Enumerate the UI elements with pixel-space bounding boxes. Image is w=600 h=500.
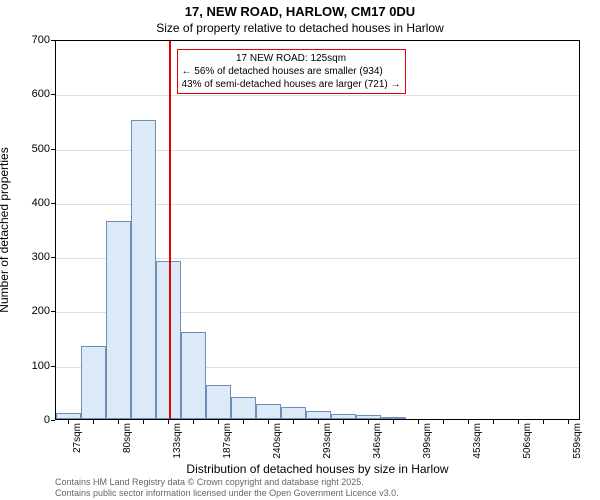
x-tick-mark [543,420,544,424]
x-tick-mark [343,420,344,424]
attribution: Contains HM Land Registry data © Crown c… [55,477,399,498]
x-tick-mark [218,420,219,424]
annotation-line-2: ← 56% of detached houses are smaller (93… [182,65,401,78]
x-tick-mark [243,420,244,424]
x-tick-mark [118,420,119,424]
x-tick-mark [568,420,569,424]
chart-container: 17, NEW ROAD, HARLOW, CM17 0DU Size of p… [0,0,600,500]
x-tick-mark [318,420,319,424]
histogram-bar [206,385,231,419]
x-tick-label: 240sqm [272,423,283,459]
x-tick-label: 187sqm [222,423,233,459]
y-tick-label: 0 [20,414,50,426]
x-tick-mark [518,420,519,424]
histogram-bar [306,411,331,419]
x-tick-label: 559sqm [572,423,583,459]
x-tick-label: 506sqm [522,423,533,459]
y-tick-label: 200 [20,305,50,317]
histogram-bar [381,417,406,419]
marker-line [169,41,171,419]
histogram-bar [131,120,156,419]
y-tick-mark [51,311,55,312]
histogram-bar [356,415,381,419]
y-tick-label: 300 [20,251,50,263]
x-tick-mark [143,420,144,424]
y-tick-label: 600 [20,88,50,100]
y-tick-mark [51,94,55,95]
x-tick-mark [418,420,419,424]
y-tick-mark [51,257,55,258]
y-tick-mark [51,203,55,204]
x-tick-mark [293,420,294,424]
histogram-bar [231,397,256,419]
x-tick-label: 133sqm [172,423,183,459]
histogram-bar [81,346,106,419]
x-tick-label: 346sqm [372,423,383,459]
attribution-line-2: Contains public sector information licen… [55,488,399,498]
x-tick-mark [193,420,194,424]
x-tick-label: 399sqm [422,423,433,459]
x-tick-mark [268,420,269,424]
histogram-bar [331,414,356,419]
x-tick-mark [368,420,369,424]
annotation-box: 17 NEW ROAD: 125sqm← 56% of detached hou… [177,49,406,94]
x-tick-label: 453sqm [472,423,483,459]
y-tick-mark [51,149,55,150]
histogram-bar [181,332,206,419]
x-tick-label: 293sqm [322,423,333,459]
chart-title: 17, NEW ROAD, HARLOW, CM17 0DU [0,0,600,21]
chart-subtitle: Size of property relative to detached ho… [0,21,600,37]
y-tick-mark [51,420,55,421]
y-tick-label: 100 [20,360,50,372]
y-tick-mark [51,40,55,41]
histogram-bar [56,413,81,420]
gridline [56,95,579,96]
histogram-bar [106,221,131,419]
histogram-bar [256,404,281,419]
annotation-line-3: 43% of semi-detached houses are larger (… [182,78,401,91]
x-tick-mark [493,420,494,424]
x-tick-label: 27sqm [72,423,83,453]
y-axis-title: Number of detached properties [0,147,11,312]
y-tick-mark [51,366,55,367]
y-tick-label: 500 [20,143,50,155]
x-axis-title: Distribution of detached houses by size … [55,462,580,476]
annotation-line-1: 17 NEW ROAD: 125sqm [182,52,401,65]
x-tick-label: 80sqm [122,423,133,453]
plot-area: 17 NEW ROAD: 125sqm← 56% of detached hou… [55,40,580,420]
y-tick-label: 700 [20,34,50,46]
y-tick-label: 400 [20,197,50,209]
plot-inner: 17 NEW ROAD: 125sqm← 56% of detached hou… [56,41,579,419]
x-tick-mark [168,420,169,424]
x-tick-mark [443,420,444,424]
x-tick-mark [93,420,94,424]
histogram-bar [281,407,306,419]
attribution-line-1: Contains HM Land Registry data © Crown c… [55,477,399,487]
x-tick-mark [393,420,394,424]
x-tick-mark [468,420,469,424]
x-tick-mark [68,420,69,424]
